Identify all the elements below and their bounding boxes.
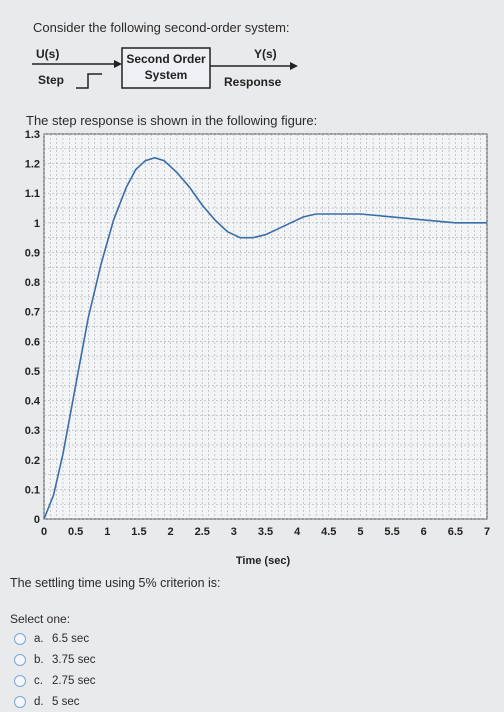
y-tick-label: 0.9 [25,247,40,259]
y-tick-label: 0.2 [25,455,40,467]
step-symbol-icon [76,73,102,89]
x-tick-label: 5.5 [384,526,399,538]
radio-icon[interactable] [14,632,26,645]
answer-options: a. 6.5 sec b. 3.75 sec c. 2.75 sec d. 5 … [14,628,95,712]
option-letter: a. [34,632,44,645]
y-tick-label: 0.4 [25,396,41,408]
radio-icon[interactable] [14,653,26,666]
y-tick-label: 0.8 [25,277,40,289]
x-tick-label: 1 [104,526,110,538]
option-text: 6.5 sec [52,632,90,645]
x-tick-label: 2.5 [195,526,210,538]
y-tick-label: 0.3 [25,425,40,437]
y-tick-label: 0.7 [25,307,40,319]
option-d[interactable]: d. 5 sec [14,691,95,712]
option-letter: c. [34,674,43,687]
y-tick-label: 0.1 [25,484,40,496]
x-tick-label: 6.5 [448,526,463,538]
question-text: The settling time using 5% criterion is: [10,576,221,590]
output-label: Y(s) [254,47,277,61]
option-letter: b. [34,653,44,666]
option-c[interactable]: c. 2.75 sec [14,670,95,691]
option-letter: d. [34,695,44,708]
block-line1: Second Order [126,52,206,66]
x-tick-label: 2 [168,526,174,538]
x-tick-label: 3.5 [258,526,273,538]
radio-icon[interactable] [14,695,26,708]
block-diagram: U(s) Step Second Order System Y(s) Respo… [32,47,298,89]
x-tick-label: 5 [357,526,363,538]
x-tick-label: 6 [421,526,427,538]
y-tick-label: 1 [34,218,40,230]
x-tick-label: 1.5 [131,526,146,538]
option-a[interactable]: a. 6.5 sec [14,628,95,649]
x-tick-label: 4.5 [321,526,336,538]
tick-labels: 0 0.5 1 1.5 2 2.5 3 3.5 4 4.5 5 5.5 6 6.5 7 0 0.1 0.2 0.3 0… [25,129,490,538]
option-text: 2.75 sec [52,674,96,687]
select-one-label: Select one: [10,612,71,626]
output-arrowhead [290,62,298,70]
y-tick-label: 1.2 [25,159,40,171]
input-sublabel: Step [38,73,64,87]
intro-text: Consider the following second-order syst… [33,20,290,35]
step-response-line [43,156,487,520]
y-tick-label: 0.6 [25,336,40,348]
option-b[interactable]: b. 3.75 sec [14,649,95,670]
y-tick-label: 0.5 [25,366,40,378]
grid-lines [43,133,488,520]
y-tick-label: 1.1 [25,188,40,200]
radio-icon[interactable] [14,674,26,687]
x-tick-label: 0.5 [68,526,83,538]
option-text: 5 sec [52,695,80,708]
input-arrowhead [114,60,122,68]
x-tick-label: 0 [41,526,47,538]
x-tick-label: 4 [294,526,301,538]
step-response-chart: 0 0.5 1 1.5 2 2.5 3 3.5 4 4.5 5 5.5 6 6.5 7 0 0.1 0.2 0.3 0… [25,129,490,567]
option-text: 3.75 sec [52,653,96,666]
output-sublabel: Response [224,75,282,89]
input-label: U(s) [36,47,59,61]
x-tick-label: 3 [231,526,237,538]
x-axis-label: Time (sec) [236,555,291,567]
x-tick-label: 7 [484,526,490,538]
step-response-text: The step response is shown in the follow… [26,113,318,128]
system-block [121,47,211,89]
y-tick-label: 1.3 [25,129,40,141]
y-tick-label: 0 [34,514,40,526]
block-line2: System [145,68,188,82]
